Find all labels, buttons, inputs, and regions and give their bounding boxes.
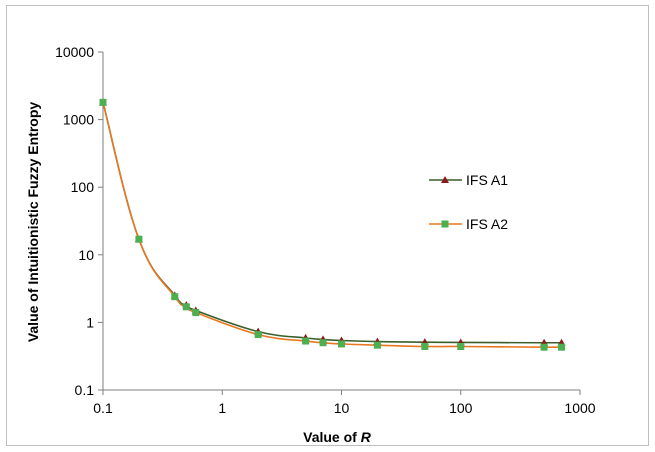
x-tick-label: 100 <box>449 400 473 416</box>
y-tick-label: 10000 <box>55 44 94 60</box>
y-tick-label: 1 <box>86 314 94 330</box>
legend: IFS A1 IFS A2 <box>429 172 508 232</box>
x-tick-labels: 0.1 1 10 100 1000 <box>93 400 596 416</box>
data-point-a2 <box>182 303 190 311</box>
y-tick-labels: 0.1 1 10 100 1000 10000 <box>55 44 94 398</box>
legend-label-2: IFS A2 <box>466 216 508 232</box>
x-tick-label: 0.1 <box>93 400 113 416</box>
chart-frame <box>6 5 649 446</box>
axes <box>98 51 581 395</box>
x-tick-label: 10 <box>334 400 350 416</box>
y-tick-label: 1000 <box>63 112 94 128</box>
data-point-a2 <box>338 340 345 348</box>
x-axis-title: Value of R <box>303 429 372 445</box>
legend-marker-square <box>441 220 449 228</box>
data-point-a2 <box>373 341 381 349</box>
legend-marker-triangle <box>441 176 449 183</box>
x-tick-label: 1000 <box>564 400 595 416</box>
data-point-a2 <box>192 309 200 317</box>
data-point-a2 <box>457 343 465 351</box>
data-point-a2 <box>421 343 429 351</box>
data-point-a2 <box>135 235 143 243</box>
legend-label-1: IFS A1 <box>466 172 508 188</box>
data-point-a2 <box>302 337 310 345</box>
y-tick-label: 100 <box>71 179 95 195</box>
data-point-a2 <box>99 98 107 106</box>
y-tick-label: 0.1 <box>75 382 95 398</box>
data-point-a2 <box>171 293 179 301</box>
y-axis-title: Value of Intuitionistic Fuzzy Entropy <box>25 102 41 343</box>
x-tick-label: 1 <box>218 400 226 416</box>
y-tick-label: 10 <box>78 247 94 263</box>
data-point-a2 <box>558 343 566 351</box>
series-group <box>99 98 566 351</box>
data-point-a2 <box>254 331 262 339</box>
data-point-a2 <box>540 343 548 351</box>
data-point-a2 <box>319 339 327 347</box>
